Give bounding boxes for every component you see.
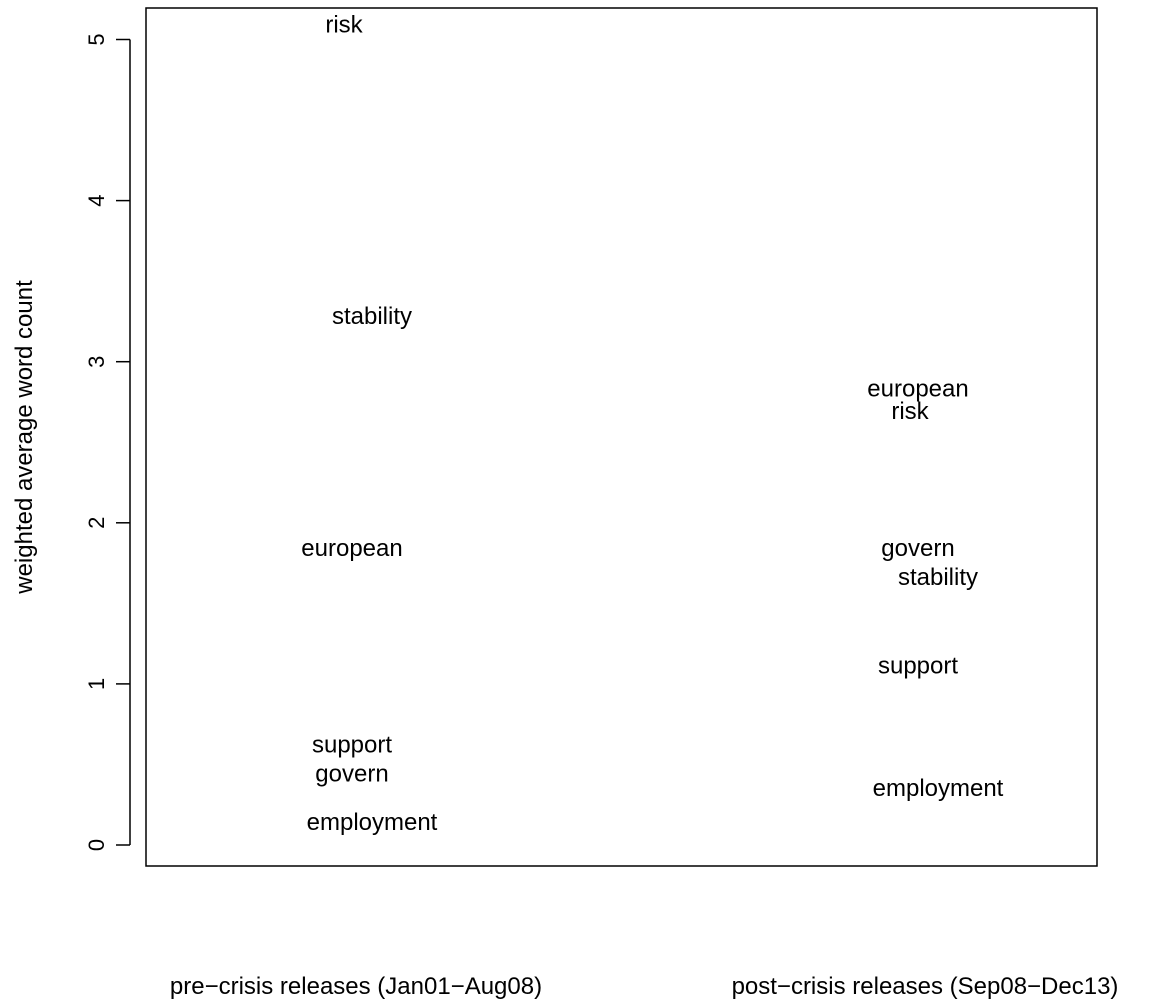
group-labels: pre−crisis releases (Jan01−Aug08) post−cr… <box>170 973 1119 1000</box>
word-label-support: support <box>878 653 958 680</box>
y-tick-label: 5 <box>84 33 109 45</box>
word-label-employment: employment <box>873 775 1004 802</box>
y-tick-label: 1 <box>84 678 109 690</box>
group-label-1: post−crisis releases (Sep08−Dec13) <box>732 973 1119 1000</box>
y-tick-label: 4 <box>84 194 109 206</box>
group-label-0: pre−crisis releases (Jan01−Aug08) <box>170 973 542 1000</box>
word-label-govern: govern <box>315 761 388 788</box>
y-tick-label: 3 <box>84 356 109 368</box>
word-label-european: european <box>867 376 968 403</box>
word-label-govern: govern <box>881 535 954 562</box>
word-label-risk: risk <box>325 12 363 39</box>
y-tick-label: 0 <box>84 839 109 851</box>
word-label-european: european <box>301 535 402 562</box>
y-tick-label: 2 <box>84 517 109 529</box>
word-label-employment: employment <box>307 809 438 836</box>
word-labels: riskstabilityeuropeansupportgovernemploy… <box>301 12 1003 836</box>
word-label-risk: risk <box>891 398 929 425</box>
y-axis-title: weighted average word count <box>11 280 38 595</box>
plot-frame <box>145 7 1098 867</box>
word-label-support: support <box>312 732 392 759</box>
word-label-stability: stability <box>332 303 412 330</box>
word-label-stability: stability <box>898 564 978 591</box>
y-axis: 0 1 2 3 4 5 <box>84 33 131 851</box>
